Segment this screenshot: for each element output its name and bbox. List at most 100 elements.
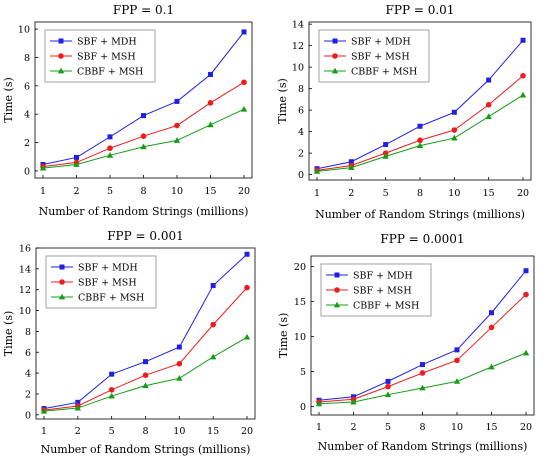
data-point-msh <box>488 324 495 331</box>
x-tick-label: 5 <box>383 188 389 199</box>
y-tick-label: 8 <box>24 53 30 64</box>
y-tick-label: 4 <box>25 369 31 380</box>
data-point-msh <box>419 370 426 376</box>
y-tick-label: 0 <box>24 166 30 177</box>
x-tick-label: 10 <box>451 422 463 433</box>
legend-label: CBBF + MSH <box>78 293 144 304</box>
x-tick-label: 5 <box>385 422 391 433</box>
x-tick-label: 8 <box>140 186 146 197</box>
data-point-msh <box>174 122 180 129</box>
legend-swatch-marker <box>58 53 64 59</box>
data-point-cbbf <box>106 152 114 158</box>
legend-swatch-marker <box>332 38 338 44</box>
data-point-cbbf <box>39 164 47 171</box>
x-tick-label: 15 <box>207 426 219 437</box>
y-tick-label: 2 <box>24 138 30 149</box>
data-point-mdh <box>383 142 389 148</box>
data-point-mdh <box>348 159 354 165</box>
chart-panel-fpp-0-01: FPP = 0.01 0 2 4 6 8 10 12 14 1 2 5 8 10 15 20 Number of… <box>275 0 550 229</box>
data-point-msh <box>523 291 529 298</box>
x-tick-label: 15 <box>485 422 497 433</box>
series-line-msh <box>316 75 524 171</box>
legend-swatch-marker <box>58 38 64 44</box>
x-tick-label: 1 <box>40 186 46 197</box>
y-axis-label: Time (s) <box>277 313 290 359</box>
data-point-mdh <box>107 134 113 140</box>
data-point-cbbf <box>140 143 147 150</box>
y-tick-label: 6 <box>25 348 31 359</box>
data-point-mdh <box>385 378 391 384</box>
data-point-msh <box>107 145 113 152</box>
data-point-mdh <box>143 359 148 365</box>
y-tick-label: 10 <box>18 25 30 36</box>
x-tick-label: 1 <box>316 422 322 433</box>
x-axis-label: Number of Random Strings (millions) <box>41 443 251 456</box>
y-axis-label: Time (s) <box>2 311 15 357</box>
chart-title: FPP = 0.001 <box>107 229 184 243</box>
x-axis-label: Number of Random Strings (millions) <box>318 440 528 453</box>
x-tick-label: 2 <box>73 186 79 197</box>
data-point-msh <box>176 360 183 367</box>
data-point-cbbf <box>419 384 426 391</box>
data-point-mdh <box>75 399 81 405</box>
data-point-cbbf <box>40 407 48 414</box>
data-point-mdh <box>176 344 182 350</box>
y-tick-label: 10 <box>294 332 306 343</box>
x-tick-label: 20 <box>241 426 253 437</box>
data-point-cbbf <box>243 333 251 340</box>
data-point-cbbf <box>519 91 527 98</box>
data-point-cbbf <box>313 168 321 174</box>
legend-swatch-marker <box>58 293 66 300</box>
y-tick-label: 10 <box>292 63 304 74</box>
data-point-cbbf <box>350 398 357 405</box>
data-point-cbbf <box>522 349 530 356</box>
series-line-cbbf <box>318 352 527 405</box>
x-tick-label: 5 <box>107 186 113 197</box>
legend-label: SBF + MDH <box>77 37 137 48</box>
data-point-msh <box>241 79 247 86</box>
y-tick-label: 6 <box>298 106 304 117</box>
y-tick-label: 4 <box>24 110 30 121</box>
y-tick-label: 0 <box>25 410 31 421</box>
chart-svg: FPP = 0.0001 0 5 10 15 20 1 2 5 8 10 15 20 Number of … <box>277 232 535 453</box>
y-tick-label: 0 <box>298 170 304 181</box>
legend-label: CBBF + MSH <box>353 301 419 312</box>
chart-panel-fpp-0-1: FPP = 0.1 0 2 4 6 8 10 1 2 5 8 10 15 20 Number of Rand… <box>0 0 275 229</box>
y-tick-label: 14 <box>292 20 304 31</box>
data-point-cbbf <box>416 142 424 149</box>
x-tick-label: 2 <box>348 188 354 199</box>
x-axis-label: Number of Random Strings (millions) <box>39 205 249 218</box>
x-tick-label: 8 <box>142 426 148 437</box>
y-tick-label: 4 <box>298 127 304 138</box>
x-tick-label: 2 <box>350 422 356 433</box>
data-point-msh <box>520 72 526 79</box>
y-tick-label: 2 <box>298 149 304 160</box>
x-tick-label: 20 <box>238 186 250 197</box>
data-point-cbbf <box>315 400 323 407</box>
x-tick-label: 1 <box>314 188 320 199</box>
x-tick-label: 8 <box>419 422 425 433</box>
series-line-msh <box>42 81 245 168</box>
y-tick-label: 12 <box>19 285 31 296</box>
x-tick-label: 8 <box>417 188 423 199</box>
data-point-msh <box>108 387 115 393</box>
data-point-cbbf <box>142 382 149 389</box>
data-point-msh <box>485 101 492 108</box>
data-point-mdh <box>420 362 425 368</box>
chart-title: FPP = 0.01 <box>386 3 455 17</box>
legend-swatch-marker <box>334 287 340 293</box>
data-point-msh <box>210 321 216 328</box>
legend-label: SBF + MSH <box>77 52 136 63</box>
data-point-mdh <box>141 113 146 119</box>
legend-swatch-marker <box>333 301 341 308</box>
data-point-mdh <box>451 109 457 115</box>
y-tick-label: 10 <box>19 306 31 317</box>
y-tick-label: 14 <box>19 264 31 275</box>
data-point-mdh <box>244 251 250 257</box>
x-tick-label: 10 <box>171 186 183 197</box>
legend-swatch-marker <box>59 279 65 285</box>
data-point-cbbf <box>73 161 80 167</box>
x-tick-label: 20 <box>520 422 532 433</box>
